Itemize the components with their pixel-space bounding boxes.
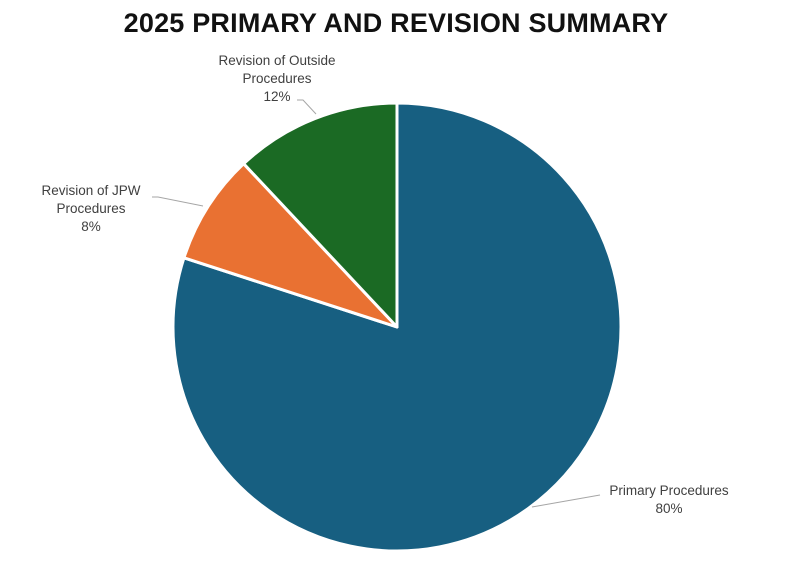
slice-data-label: Revision of Outside Procedures 12% [218, 53, 335, 104]
slice-category-label: Procedures [242, 71, 311, 86]
slice-category-label: Primary Procedures [609, 483, 729, 498]
slice-data-label: Revision of JPW Procedures 8% [41, 183, 140, 234]
slice-category-label: Revision of Outside [218, 53, 335, 68]
slice-data-label: Primary Procedures 80% [609, 483, 729, 516]
slice-percent-label: 80% [655, 501, 682, 516]
chart-title: 2025 PRIMARY AND REVISION SUMMARY [123, 8, 669, 38]
slice-category-label: Revision of JPW [41, 183, 140, 198]
slice-percent-label: 8% [81, 219, 101, 234]
slice-category-label: Procedures [56, 201, 125, 216]
pie-slice-revision-of-outside-procedures [242, 101, 399, 329]
leader-line [531, 494, 601, 508]
leader-line [297, 99, 317, 115]
slice-percent-label: 12% [263, 89, 290, 104]
pie-slice-revision-of-jpw-procedures [182, 162, 399, 329]
leader-line [152, 196, 204, 207]
